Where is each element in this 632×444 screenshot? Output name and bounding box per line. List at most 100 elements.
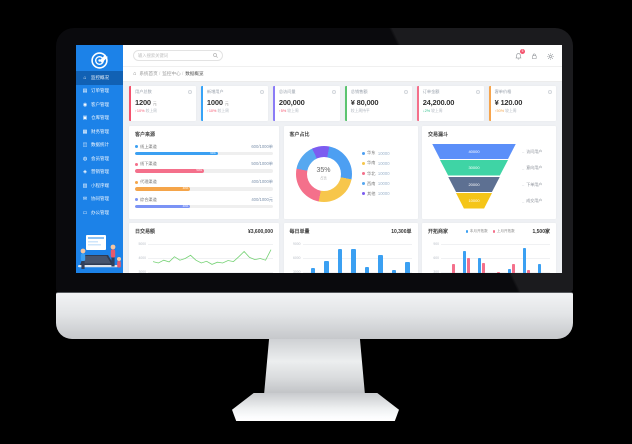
sidebar-item-icon: ▣	[82, 115, 88, 122]
info-icon[interactable]	[548, 90, 553, 94]
kpi-card[interactable]: 订单金额 24,200.00 ↓2% 较上周	[416, 86, 485, 121]
info-icon[interactable]	[188, 90, 193, 94]
bar-group[interactable]	[493, 272, 500, 273]
customer-share-donut[interactable]: 35% 占比	[295, 145, 352, 202]
kpi-card[interactable]: 用户总数 1200 元 ↑10% 较上周	[129, 86, 197, 121]
source-value: 500/1000单	[251, 161, 273, 167]
legend-item[interactable]: 其他 10000	[361, 190, 390, 197]
source-label: 线上渠道	[140, 143, 157, 149]
kpi-value: 200,000	[278, 97, 305, 107]
sidebar-item-label: 数据统计	[91, 142, 109, 148]
bar-previous	[527, 270, 530, 273]
sidebar-item[interactable]: ◉ 客户管理	[76, 98, 123, 112]
legend-item[interactable]: 上月开拓数	[492, 229, 515, 234]
kpi-trend: ↑5% 较上周	[278, 109, 299, 113]
source-list: 线上渠道 600/1000单 60% 线下渠道	[135, 144, 273, 209]
kpi-title: 总访问量	[278, 89, 296, 94]
funnel-layer[interactable]: 20000	[448, 176, 500, 192]
bar-group[interactable]	[478, 258, 485, 273]
bar[interactable]	[364, 267, 369, 273]
legend-item[interactable]: 华北 10000	[361, 171, 390, 177]
sidebar-item[interactable]: ▥ 小程序端	[76, 179, 123, 193]
legend-item[interactable]: 华东 10000	[361, 150, 390, 156]
breadcrumb-item: 数据概览	[185, 71, 204, 76]
bar[interactable]	[337, 249, 342, 273]
info-icon[interactable]	[260, 90, 265, 94]
sidebar-item-label: 订单管理	[91, 88, 109, 94]
sidebar-item[interactable]: ▦ 财务管理	[76, 125, 123, 139]
bar-chart-plot: 9000 6000 3000	[290, 238, 412, 273]
sidebar-item-label: 客户管理	[91, 101, 109, 107]
kpi-row: 用户总数 1200 元 ↑10% 较上周 新增用户 1000 元 ↑10%	[129, 86, 557, 121]
donut-legend: 华东 10000 华南 10000	[361, 150, 390, 197]
bar[interactable]	[391, 270, 396, 273]
sidebar-illustration	[78, 235, 121, 269]
sidebar-item[interactable]: ◫ 数据统计	[76, 139, 123, 153]
legend-item[interactable]: 本月开拓数	[465, 229, 488, 234]
info-icon[interactable]	[476, 90, 481, 94]
notification-bell[interactable]: 5	[514, 49, 525, 60]
bar-group[interactable]	[463, 251, 470, 273]
sidebar-item[interactable]: ▣ 仓库管理	[76, 112, 123, 126]
breadcrumb-item[interactable]: 系统首页	[139, 71, 160, 77]
info-icon[interactable]	[332, 90, 337, 94]
sidebar-item[interactable]: ▭ 办公管理	[76, 206, 123, 220]
sidebar-item[interactable]: ✉ 协同管理	[76, 193, 123, 207]
breadcrumb-item[interactable]: 监控中心	[162, 71, 183, 77]
bar-group[interactable]	[523, 248, 530, 273]
y-tick: 6000	[292, 256, 301, 260]
panel-title: 开拓商家	[428, 229, 449, 235]
header-actions: 5	[514, 45, 554, 67]
bar-group[interactable]	[538, 264, 545, 273]
sidebar-item[interactable]: ▤ 订单管理	[76, 85, 123, 99]
home-icon: ⌂	[133, 71, 137, 77]
bar[interactable]	[310, 268, 315, 273]
kpi-trend: 较上周持平	[350, 109, 370, 113]
kpi-value: 1200 元	[135, 97, 157, 107]
app-logo[interactable]	[76, 45, 123, 71]
bar-group[interactable]	[508, 264, 515, 273]
bar-group[interactable]	[448, 264, 455, 273]
legend-label: 其他	[367, 190, 376, 196]
funnel-layer[interactable]: 30000	[440, 160, 508, 176]
lock-button[interactable]	[530, 52, 538, 60]
search-icon	[213, 53, 218, 58]
info-icon[interactable]	[404, 90, 409, 94]
bar[interactable]	[405, 262, 410, 273]
gear-icon	[546, 52, 554, 60]
progress-track: 40%	[135, 187, 273, 191]
legend-dot	[361, 192, 365, 196]
sidebar-item[interactable]: ◈ 营销管理	[76, 166, 123, 180]
top-navbar: 输入搜索关键词 5	[123, 45, 562, 67]
legend-item[interactable]: 华南 10000	[361, 160, 390, 166]
panel-total: ¥3,600,000	[247, 228, 273, 235]
funnel-chart: 40000 30000 20000 10000	[432, 143, 516, 210]
search-input[interactable]: 输入搜索关键词	[133, 50, 223, 61]
panel-total: 1,500家	[532, 229, 550, 235]
legend-value: 10000	[377, 191, 390, 197]
funnel-label: – 下单用户	[522, 181, 543, 188]
bar[interactable]	[378, 255, 383, 273]
kpi-trend: ↓2% 较上周	[422, 109, 443, 113]
sidebar-item[interactable]: ⌂ 监控概况	[76, 71, 123, 85]
chart-legend: 本月开拓数 上月开拓数	[465, 229, 515, 234]
funnel-layer[interactable]: 40000	[432, 143, 516, 159]
kpi-card[interactable]: 总销售额 ¥ 80,000 较上周持平	[344, 86, 413, 121]
settings-button[interactable]	[546, 52, 554, 60]
source-value: 600/1000单	[251, 143, 273, 149]
sidebar-item[interactable]: ◍ 会员管理	[76, 152, 123, 166]
legend-item[interactable]: 西南 10000	[361, 181, 390, 187]
line-chart-plot: 5000 4000 3000	[135, 238, 273, 273]
bar[interactable]	[351, 249, 356, 273]
legend-value: 10000	[377, 150, 390, 156]
bar-current	[478, 258, 481, 273]
funnel-layer[interactable]: 10000	[456, 193, 492, 209]
bar[interactable]	[324, 261, 329, 273]
kpi-card[interactable]: 客单价格 ¥ 120.00 ↑50% 较上周	[488, 86, 557, 121]
kpi-card[interactable]: 新增用户 1000 元 ↑10% 较上周	[200, 86, 269, 121]
kpi-card[interactable]: 总访问量 200,000 ↑5% 较上周	[272, 86, 341, 121]
y-tick: 9000	[292, 242, 301, 246]
bar-previous	[452, 264, 455, 273]
sidebar-item-label: 小程序端	[91, 182, 109, 188]
